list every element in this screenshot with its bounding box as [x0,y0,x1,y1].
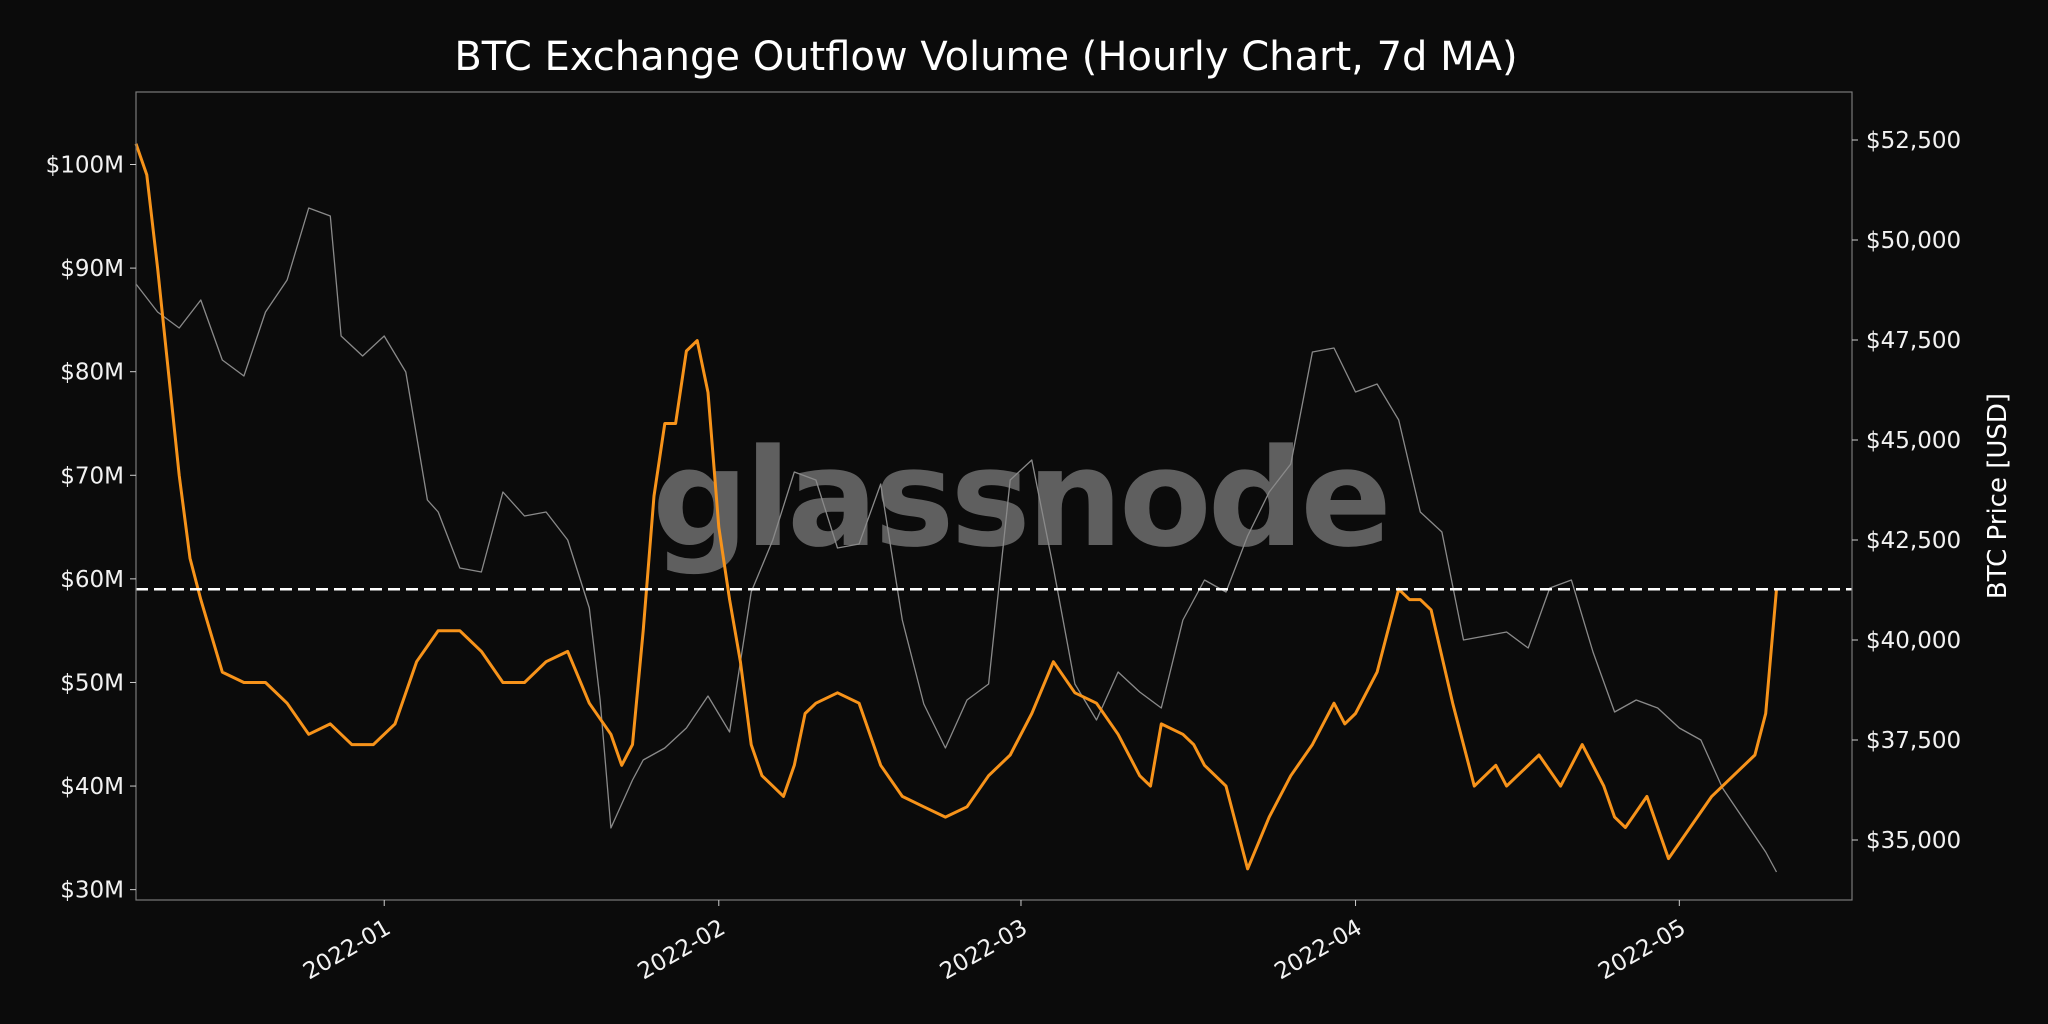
right-tick-label: $50,000 [1866,228,1961,254]
left-tick-label: $30M [60,878,124,904]
left-axis-ticks: $30M $40M $50M $60M $70M $80M $90M $100M [46,153,136,904]
left-tick-label: $50M [60,670,124,696]
left-tick-label: $80M [60,360,124,386]
right-axis-title: BTC Price [USD] [1983,393,2013,599]
right-axis-ticks: $35,000 $37,500 $40,000 $42,500 $45,000 $47,5… [1852,128,1961,854]
plot-frame [135,91,1853,901]
left-tick-label: $70M [60,463,124,489]
right-tick-label: $47,500 [1866,328,1961,354]
left-tick-label: $90M [60,256,124,282]
price-series-layer [135,207,1778,873]
watermark: glassnode [652,420,1388,577]
right-tick-label: $52,500 [1866,128,1961,154]
left-tick-label: $60M [60,567,124,593]
left-tick-label: $100M [46,153,124,179]
outflow-volume-line [134,143,1778,871]
right-tick-label: $42,500 [1866,528,1961,554]
chart-title: BTC Exchange Outflow Volume (Hourly Char… [454,34,1517,80]
outflow-series-layer [134,143,1778,871]
left-tick-label: $40M [60,774,124,800]
right-tick-label: $40,000 [1866,628,1961,654]
right-tick-label: $35,000 [1866,828,1961,854]
right-tick-label: $45,000 [1866,428,1961,454]
right-tick-label: $37,500 [1866,728,1961,754]
btc-price-line [135,207,1778,873]
